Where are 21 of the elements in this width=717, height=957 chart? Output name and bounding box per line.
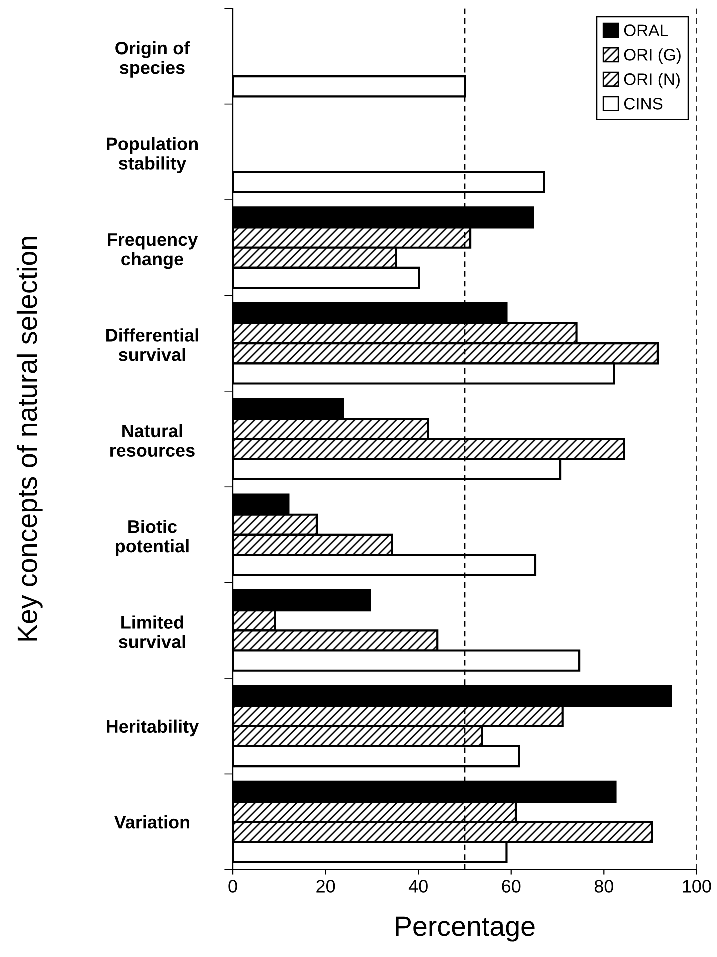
y-tick-label: Limited survival — [118, 616, 186, 648]
x-tick-label: 20 — [316, 880, 336, 893]
y-tick-label: Population stability — [107, 137, 198, 174]
y-tick-label: Natural resources — [110, 424, 195, 458]
x-tick-label: 100 — [683, 880, 712, 893]
y-tick-label: Biotic potential — [116, 520, 189, 556]
y-tick-label: Differential survival — [106, 328, 198, 362]
legend-label: ORI (N) — [624, 73, 680, 89]
x-tick-label: 60 — [502, 880, 521, 893]
y-tick-label: Origin of species — [116, 41, 190, 78]
x-tick-label: 80 — [594, 880, 614, 893]
legend-label: ORI (G) — [624, 48, 681, 64]
y-axis-title: Key concepts of natural selection — [16, 237, 43, 641]
legend-label: CINS — [624, 98, 663, 110]
y-tick-label: Variation — [114, 816, 190, 829]
legend-label: ORAL — [624, 24, 668, 36]
y-tick-label: Frequency change — [108, 234, 198, 270]
x-tick-label: 0 — [228, 880, 238, 893]
y-tick-label: Heritability — [107, 720, 200, 737]
x-axis-title: Percentage — [396, 916, 535, 942]
x-tick-label: 40 — [408, 880, 428, 893]
